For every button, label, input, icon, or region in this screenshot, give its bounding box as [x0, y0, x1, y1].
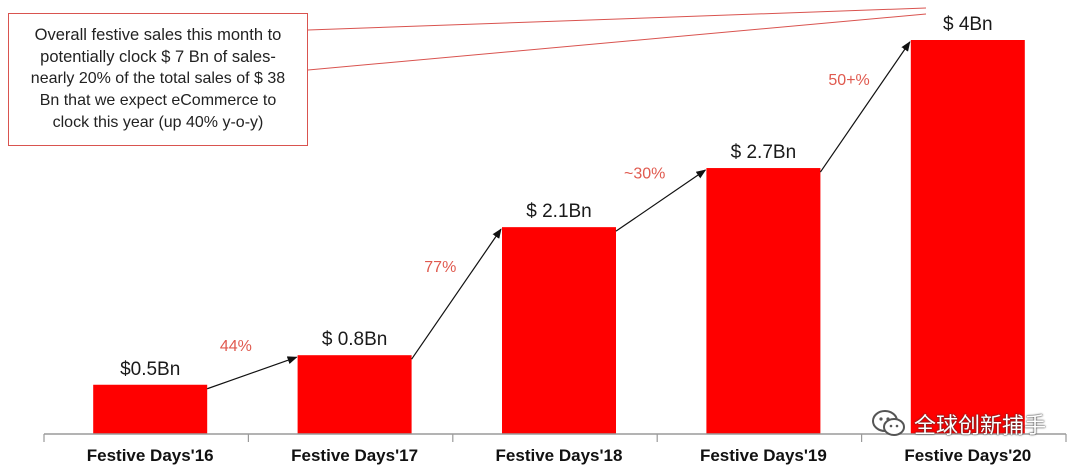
data-label: $ 2.7Bn	[731, 142, 797, 163]
callout-connector-line	[307, 13, 927, 71]
bar	[93, 384, 208, 434]
callout-line-5: clock this year (up 40% y-o-y)	[52, 114, 264, 131]
x-tick-label: Festive Days'16	[87, 446, 214, 465]
x-tick-label: Festive Days'19	[700, 446, 827, 465]
callout-connector-line	[307, 7, 927, 31]
growth-arrow	[819, 41, 911, 173]
growth-label: ~30%	[624, 166, 665, 183]
growth-arrow	[411, 228, 502, 360]
data-label: $ 4Bn	[943, 14, 993, 35]
callout-line-2: potentially clock $ 7 Bn of sales-	[40, 48, 276, 66]
callout-box: Overall festive sales this month to pote…	[8, 13, 308, 146]
watermark: 全球创新捕手	[871, 406, 1046, 442]
growth-label: 77%	[424, 259, 456, 276]
callout-line-4: Bn that we expect eCommerce to	[39, 92, 277, 109]
bar	[910, 40, 1025, 434]
growth-label: 50+%	[828, 72, 869, 89]
callout-line-3: nearly 20% of the total sales of $ 38	[30, 70, 286, 87]
callout-connector-lines	[307, 7, 927, 71]
callout-line-1: Overall festive sales this month to	[34, 26, 282, 44]
growth-arrow	[207, 356, 298, 390]
x-tick-label: Festive Days'20	[904, 446, 1031, 465]
bar	[502, 227, 616, 434]
wechat-icon	[871, 410, 905, 436]
data-label: $ 0.8Bn	[322, 329, 388, 350]
x-tick-label: Festive Days'18	[496, 446, 623, 465]
bar	[706, 168, 821, 435]
data-label: $0.5Bn	[120, 359, 180, 380]
growth-label: 44%	[220, 338, 252, 355]
bar	[297, 355, 412, 434]
growth-arrow	[615, 169, 707, 232]
watermark-text: 全球创新捕手	[913, 414, 1046, 439]
data-label: $ 2.1Bn	[526, 201, 592, 222]
x-tick-label: Festive Days'17	[291, 446, 418, 465]
